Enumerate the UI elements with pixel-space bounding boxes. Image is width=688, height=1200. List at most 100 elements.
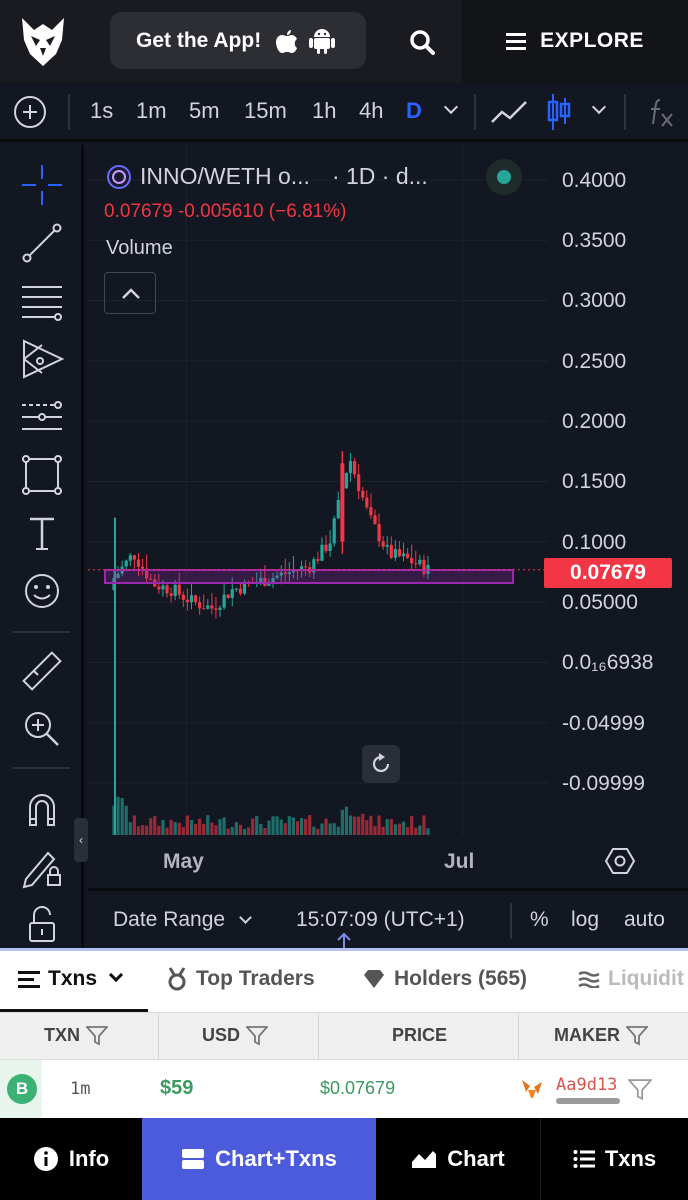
get-the-app-button[interactable]: Get the App! xyxy=(110,12,366,69)
refresh-icon xyxy=(372,753,390,773)
indicators-fx-icon[interactable] xyxy=(646,96,674,128)
price-axis-label: 0.3500 xyxy=(562,229,627,252)
auto-scale-toggle[interactable]: auto xyxy=(624,908,665,931)
chart-settings-icon[interactable] xyxy=(604,845,636,877)
candlestick-chart-svg[interactable] xyxy=(88,145,688,888)
volume-bar xyxy=(316,828,320,835)
column-header-maker[interactable]: MAKER xyxy=(554,1025,648,1046)
filter-icon[interactable] xyxy=(628,1079,652,1101)
timeframe-1h[interactable]: 1h xyxy=(312,98,337,123)
magnet-icon[interactable] xyxy=(18,785,66,833)
time-axis-label-may: May xyxy=(163,850,204,873)
candlestick-chart-type-icon[interactable] xyxy=(546,92,572,132)
table-row[interactable]: B 1m $59 $0.07679 Aa9d13 xyxy=(0,1060,688,1118)
token-logo-icon xyxy=(107,164,131,189)
volume-bar xyxy=(377,815,381,835)
liquidity-waves-icon xyxy=(578,971,600,988)
volume-bar xyxy=(226,828,230,835)
timeframe-dropdown-chevron-icon[interactable] xyxy=(443,99,459,115)
date-range-dropdown[interactable]: Date Range xyxy=(113,908,252,932)
price-axis-label: 0.2500 xyxy=(562,350,627,373)
price-axis-label: -0.09999 xyxy=(562,772,645,795)
timeframe-1s[interactable]: 1s xyxy=(90,98,114,123)
search-icon xyxy=(410,30,435,55)
timeframe-5m[interactable]: 5m xyxy=(189,98,220,123)
volume-bar xyxy=(283,823,287,835)
add-symbol-icon[interactable] xyxy=(14,96,46,128)
text-tool-icon[interactable] xyxy=(18,509,66,557)
candle-body xyxy=(140,566,145,569)
timeframe-toolbar: 1s 1m 5m 15m 1h 4h D xyxy=(0,82,688,142)
tab-txns[interactable]: Txns xyxy=(18,967,124,991)
tab-holders[interactable]: Holders (565) xyxy=(362,967,527,991)
column-header-txn[interactable]: TXN xyxy=(44,1025,108,1046)
fib-lines-icon[interactable] xyxy=(18,277,66,325)
maker-address-link[interactable]: Aa9d13 xyxy=(556,1075,618,1095)
nav-chart-txns[interactable]: Chart+Txns xyxy=(142,1118,376,1200)
line-chart-type-icon[interactable] xyxy=(490,96,530,128)
reset-chart-button[interactable] xyxy=(362,745,400,783)
hamburger-icon xyxy=(506,33,527,50)
volume-bar xyxy=(116,796,120,835)
tab-liquidity[interactable]: Liquidit xyxy=(578,967,684,991)
timeframe-4h[interactable]: 4h xyxy=(359,98,384,123)
price-change-readout: 0.07679 -0.005610 (−6.81%) xyxy=(104,201,347,222)
candle-body xyxy=(185,599,190,603)
emoji-icon[interactable] xyxy=(18,567,66,615)
filter-icon[interactable] xyxy=(626,1025,648,1046)
nav-txns[interactable]: Txns xyxy=(541,1118,688,1200)
legend-collapse-button[interactable] xyxy=(104,272,156,314)
candle-body xyxy=(352,461,357,475)
candle-body xyxy=(189,595,194,603)
volume-bar xyxy=(397,823,402,835)
explore-button[interactable]: EXPLORE xyxy=(462,0,688,82)
lock-drawing-pencil-icon[interactable] xyxy=(18,843,66,891)
log-scale-toggle[interactable]: log xyxy=(571,908,600,931)
chart-type-dropdown-chevron-icon[interactable] xyxy=(591,99,607,115)
volume-bar xyxy=(410,816,414,835)
chevron-up-icon xyxy=(122,288,140,299)
candle-body xyxy=(410,557,414,564)
search-button[interactable] xyxy=(400,22,444,62)
volume-bar xyxy=(181,827,185,835)
volume-bar xyxy=(218,819,222,835)
volume-bar xyxy=(401,821,406,835)
column-divider xyxy=(518,1013,519,1061)
filter-icon[interactable] xyxy=(246,1025,269,1046)
volume-bar xyxy=(214,825,218,835)
candle-body xyxy=(401,553,406,557)
forecast-icon[interactable] xyxy=(18,393,66,441)
market-status-icon[interactable] xyxy=(486,159,522,195)
percent-scale-toggle[interactable]: % xyxy=(530,908,549,931)
timezone-clock[interactable]: 15:07:09 (UTC+1) xyxy=(296,908,465,931)
nav-info[interactable]: Info xyxy=(0,1118,142,1200)
candle-body xyxy=(149,578,153,580)
volume-bar xyxy=(352,816,357,835)
volume-bar xyxy=(393,824,397,835)
unlock-icon[interactable] xyxy=(18,901,66,949)
collapse-toolbar-tab[interactable]: ‹ xyxy=(74,818,88,862)
price-chart[interactable]: INNO/WETH o... · 1D · d... 0.07679 -0.00… xyxy=(88,145,688,888)
ruler-icon[interactable] xyxy=(18,647,66,695)
column-header-usd[interactable]: USD xyxy=(202,1025,269,1046)
trend-line-icon[interactable] xyxy=(18,219,66,267)
interval-label: · 1D · d... xyxy=(331,163,428,189)
nav-chart[interactable]: Chart xyxy=(376,1118,540,1200)
timeframe-d[interactable]: D xyxy=(406,98,422,123)
filter-icon[interactable] xyxy=(86,1025,108,1046)
tab-top-traders[interactable]: Top Traders xyxy=(166,967,315,991)
crosshair-icon[interactable] xyxy=(18,161,66,209)
rectangle-shape-icon[interactable] xyxy=(18,451,66,499)
volume-legend-label[interactable]: Volume xyxy=(106,237,173,259)
candle-body xyxy=(365,497,369,508)
candle-body xyxy=(259,577,263,583)
date-range-label: Date Range xyxy=(113,908,226,931)
zoom-in-icon[interactable] xyxy=(18,705,66,753)
pitchfork-icon[interactable] xyxy=(18,335,66,383)
timeframe-1m[interactable]: 1m xyxy=(136,98,167,123)
chart-legend-symbol[interactable]: INNO/WETH o... · 1D · d... xyxy=(106,163,428,190)
timeframe-15m[interactable]: 15m xyxy=(244,98,287,123)
volume-bar xyxy=(295,821,300,835)
column-header-price: PRICE xyxy=(392,1025,447,1046)
owl-logo-icon[interactable] xyxy=(18,14,68,68)
